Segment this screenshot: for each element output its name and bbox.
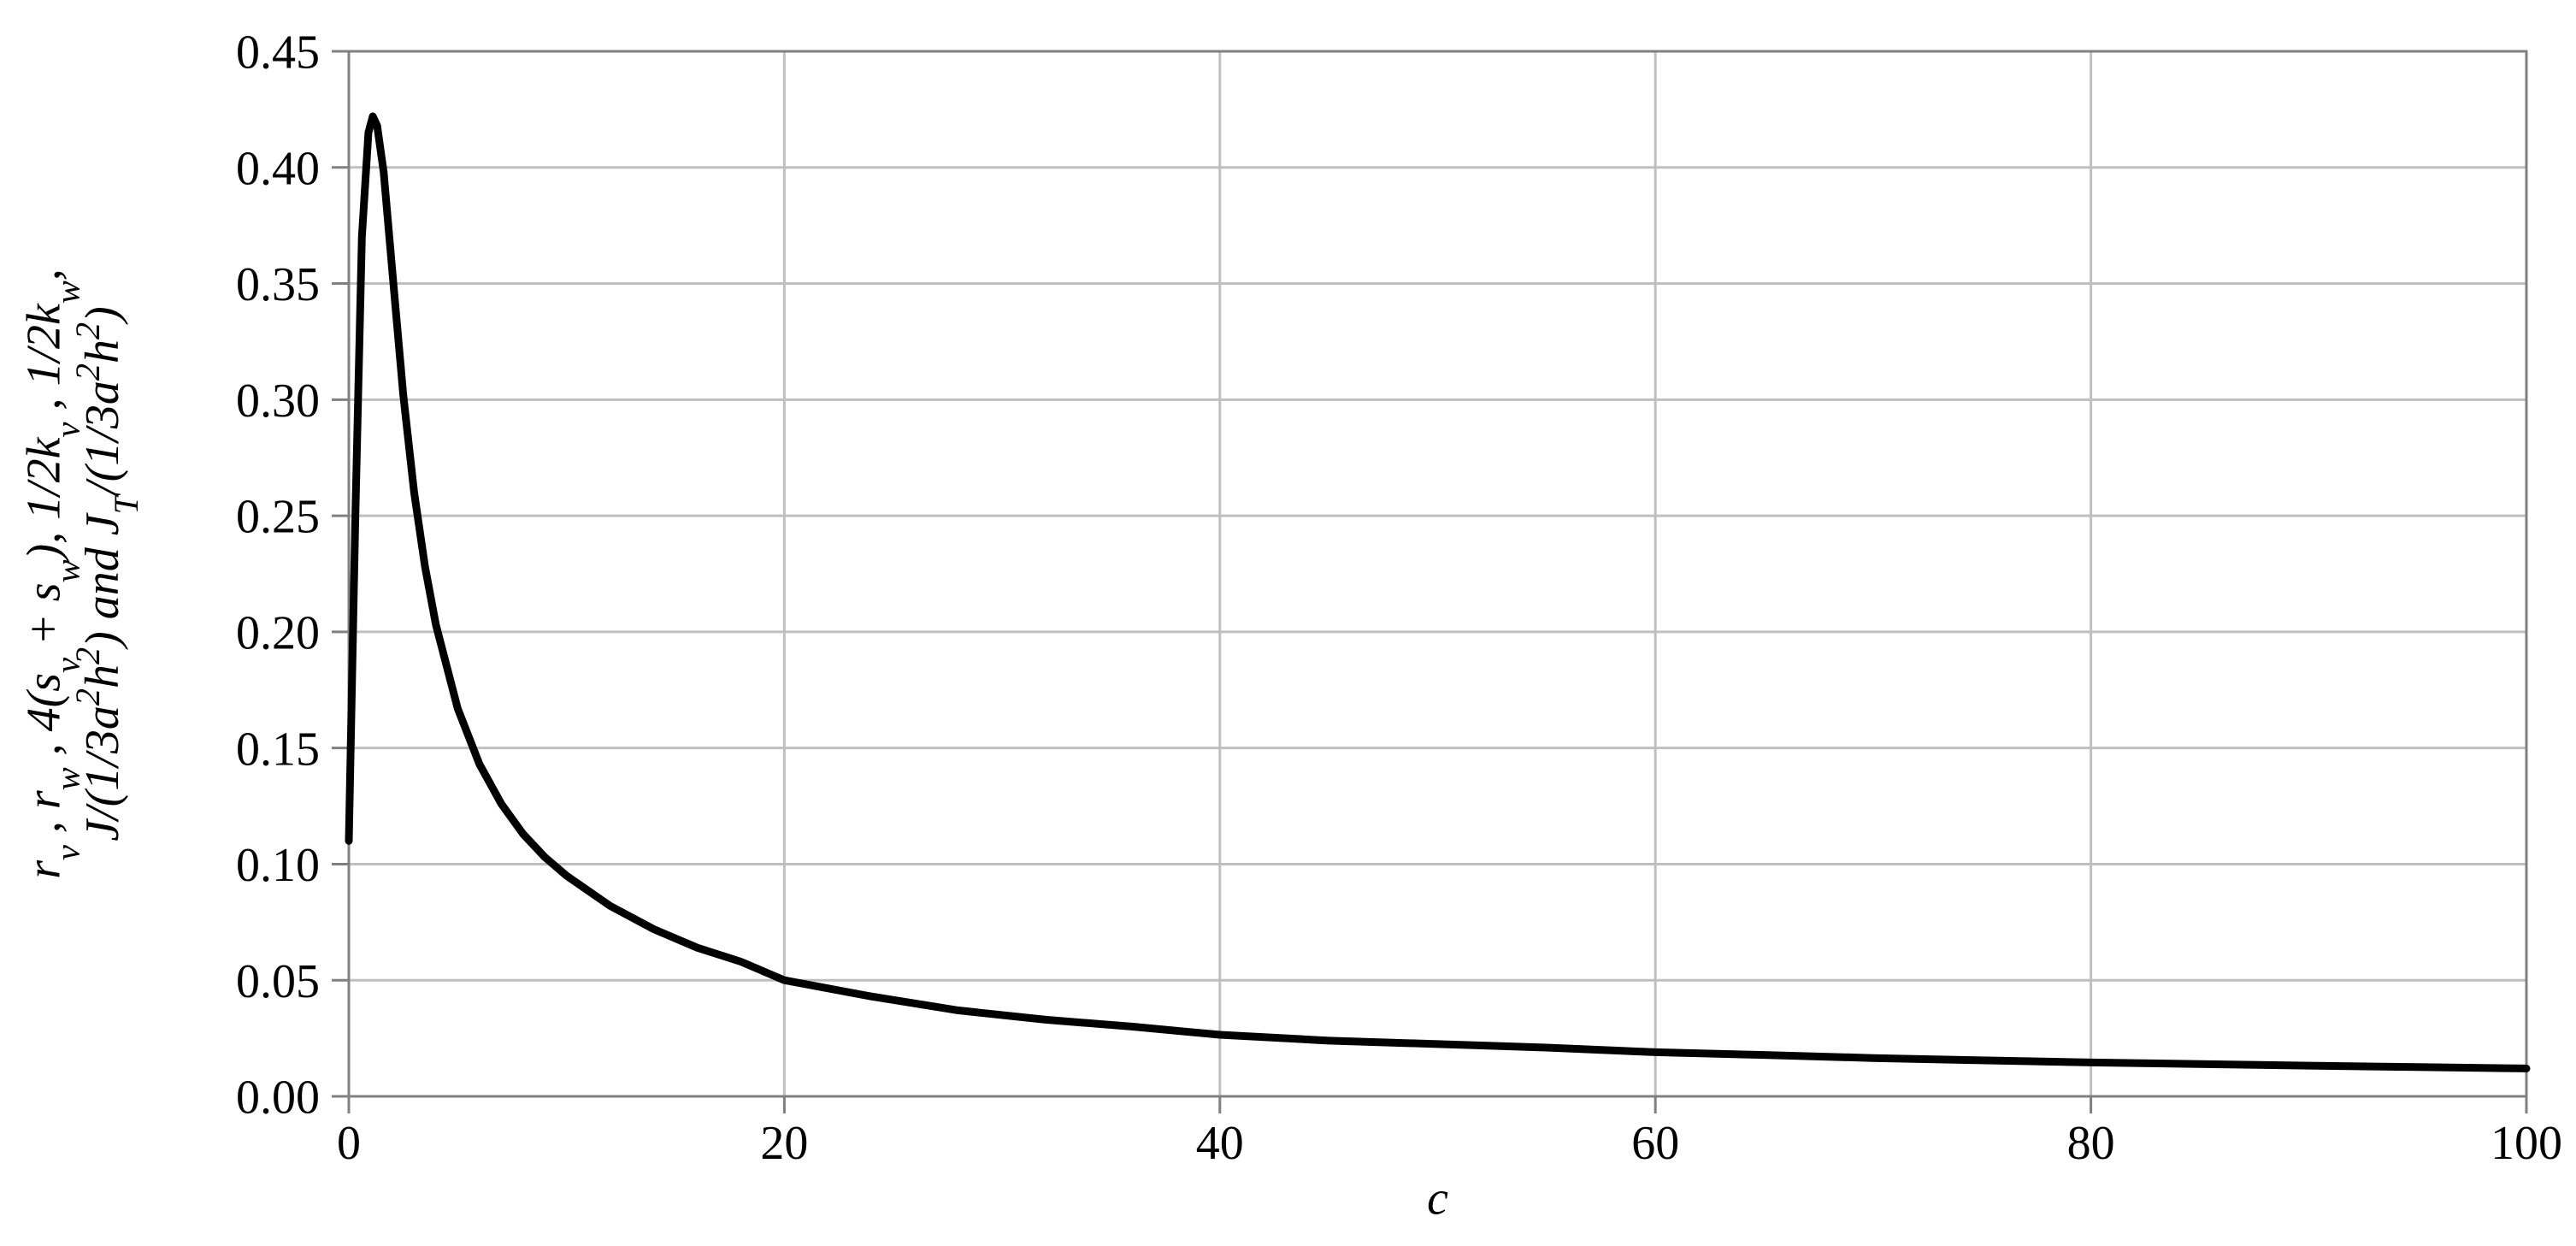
y-tick-label: 0.10 xyxy=(236,839,320,892)
y-tick-label: 0.40 xyxy=(236,142,320,195)
x-tick-label: 40 xyxy=(1196,1117,1244,1170)
y-tick-label: 0.25 xyxy=(236,491,320,544)
y-tick-label: 0.00 xyxy=(236,1072,320,1125)
x-tick-label: 60 xyxy=(1631,1117,1679,1170)
x-tick-label: 100 xyxy=(2491,1117,2562,1170)
y-tick-label: 0.30 xyxy=(236,375,320,428)
line-chart: 0 20 40 60 80 100 0.00 0.05 0.10 0.15 0.20 0.25 0.30… xyxy=(0,0,2576,1246)
y-tick-label: 0.20 xyxy=(236,606,320,659)
y-tick-label: 0.05 xyxy=(236,955,320,1008)
y-tick-label: 0.15 xyxy=(236,723,320,776)
x-tick-label: 20 xyxy=(760,1117,808,1170)
x-tick-label: 0 xyxy=(337,1117,361,1170)
y-tick-label: 0.45 xyxy=(236,27,320,80)
x-tick-label: 80 xyxy=(2067,1117,2115,1170)
x-axis-label: c xyxy=(1427,1172,1448,1225)
chart-container: 0 20 40 60 80 100 0.00 0.05 0.10 0.15 0.20 0.25 0.30… xyxy=(0,0,2576,1246)
y-tick-label: 0.35 xyxy=(236,258,320,311)
